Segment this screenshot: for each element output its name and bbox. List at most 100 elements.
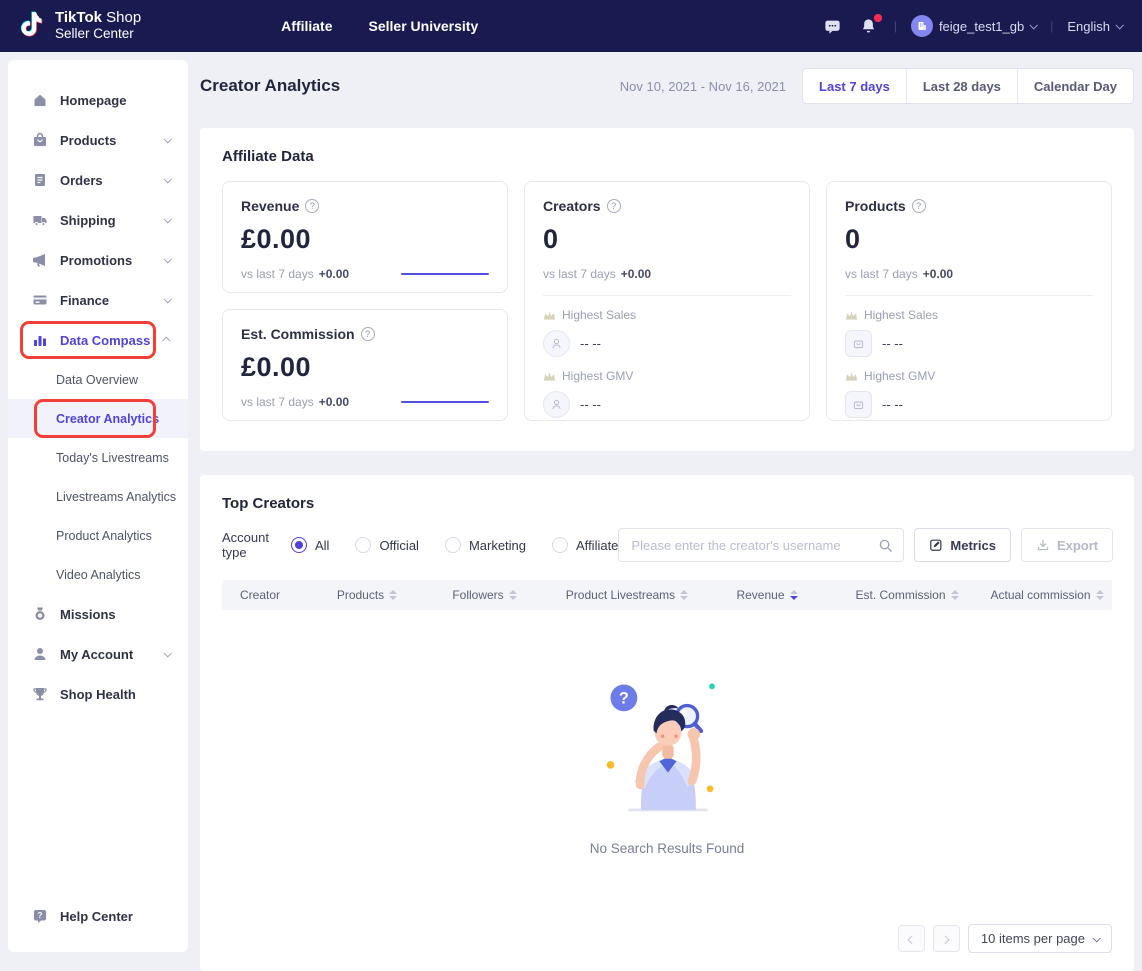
user-avatar — [910, 15, 933, 37]
products-icon — [34, 132, 46, 146]
svg-text:?: ? — [619, 689, 629, 707]
sort-icon-active-desc[interactable] — [789, 590, 798, 600]
nav-link-seller-university[interactable]: Seller University — [368, 18, 479, 34]
data-compass-icon — [34, 336, 46, 346]
language-label: English — [1067, 18, 1110, 34]
tab-calendar-day[interactable]: Calendar Day — [1016, 69, 1133, 103]
sidebar-item-finance[interactable]: Finance — [8, 280, 188, 320]
top-creators-panel: Top Creators Account type All Official M… — [200, 475, 1134, 971]
radio-circle — [355, 537, 372, 553]
highest-gmv-label: Highest GMV — [864, 369, 936, 383]
sidebar-item-help-center[interactable]: ? Help Center — [8, 896, 188, 936]
sort-icon[interactable] — [389, 590, 398, 600]
creator-avatar-placeholder — [543, 391, 570, 418]
chevron-down-icon — [163, 649, 172, 658]
search-icon[interactable] — [878, 538, 893, 553]
sidebar-subitem-data-overview[interactable]: Data Overview — [56, 372, 138, 387]
divider — [543, 295, 791, 296]
column-actual-commission[interactable]: Actual commission — [982, 588, 1112, 602]
empty-state: ? No Search Results Found — [222, 610, 1112, 918]
sidebar-item-orders[interactable]: Orders — [8, 160, 188, 200]
account-type-radio-group: All Official Marketing Affiliate — [290, 537, 618, 553]
bell-icon[interactable] — [858, 14, 882, 37]
highest-sales-label: Highest Sales — [864, 308, 939, 322]
chevron-down-icon — [163, 215, 172, 224]
sort-icon[interactable] — [508, 590, 517, 600]
sort-icon[interactable] — [950, 590, 959, 600]
sidebar-subitem-video-analytics[interactable]: Video Analytics — [56, 567, 141, 582]
sidebar-subitem-livestreams-analytics[interactable]: Livestreams Analytics — [56, 489, 177, 504]
edit-metrics-icon — [930, 539, 942, 551]
empty-message: No Search Results Found — [589, 840, 745, 856]
crown-icon — [845, 311, 858, 320]
sidebar-subitem-product-analytics[interactable]: Product Analytics — [56, 528, 152, 543]
sidebar-item-data-compass[interactable]: Data Compass — [8, 320, 188, 360]
page-title: Creator Analytics — [200, 76, 341, 95]
column-followers[interactable]: Followers — [417, 588, 552, 602]
nav-link-affiliate[interactable]: Affiliate — [281, 18, 333, 34]
language-menu[interactable]: English — [1067, 18, 1124, 34]
svg-text:?: ? — [38, 911, 43, 920]
creators-label: Creators — [543, 198, 601, 214]
sidebar-item-shipping[interactable]: Shipping — [8, 200, 188, 240]
top-creators-title: Top Creators — [222, 495, 315, 512]
export-button[interactable]: Export — [1020, 528, 1114, 562]
creator-avatar-placeholder — [543, 330, 570, 357]
account-type-label: Account type — [222, 530, 269, 560]
affiliate-data-title: Affiliate Data — [222, 148, 314, 165]
orders-icon — [35, 174, 45, 186]
tab-last-7-days[interactable]: Last 7 days — [819, 78, 890, 94]
sort-icon[interactable] — [680, 590, 689, 600]
bag-icon — [853, 401, 864, 410]
chevron-up-icon — [162, 336, 171, 345]
sidebar-subitem-creator-analytics[interactable]: Creator Analytics — [8, 399, 188, 438]
username: feige_test1_gb — [938, 18, 1025, 34]
tiktok-shop-logo[interactable]: TikTok Shop Seller Center — [20, 10, 141, 42]
radio-marketing[interactable]: Marketing — [444, 537, 526, 553]
revenue-delta: +0.00 — [318, 267, 350, 281]
products-delta: +0.00 — [922, 267, 954, 281]
metrics-button[interactable]: Metrics — [914, 528, 1011, 562]
column-product-livestreams[interactable]: Product Livestreams — [552, 588, 702, 602]
sidebar-item-homepage[interactable]: Homepage — [8, 80, 188, 120]
highest-sales-label: Highest Sales — [562, 308, 637, 322]
bag-icon — [853, 340, 864, 349]
revenue-label: Revenue — [241, 198, 300, 214]
sidebar-item-missions[interactable]: Missions — [8, 594, 188, 634]
tab-last-28-days[interactable]: Last 28 days — [905, 69, 1017, 103]
help-circle-icon[interactable]: ? — [606, 199, 621, 213]
next-page-button[interactable] — [932, 925, 960, 952]
sort-icon[interactable] — [1095, 590, 1104, 600]
no-results-illustration: ? — [606, 683, 715, 811]
column-products[interactable]: Products — [317, 588, 417, 602]
sidebar-item-shop-health[interactable]: Shop Health — [8, 674, 188, 714]
sidebar-item-products[interactable]: Products — [8, 120, 188, 160]
chevron-down-icon — [163, 135, 172, 144]
creator-search-input[interactable] — [631, 537, 879, 553]
radio-affiliate[interactable]: Affiliate — [552, 537, 618, 553]
prev-page-button[interactable] — [897, 925, 925, 952]
column-revenue[interactable]: Revenue — [702, 588, 832, 602]
sidebar-item-promotions[interactable]: Promotions — [8, 240, 188, 280]
est-commission-compare-label: vs last 7 days — [241, 395, 314, 409]
items-per-page-select[interactable]: 10 items per page — [967, 924, 1112, 953]
help-circle-icon[interactable]: ? — [305, 199, 320, 213]
radio-official[interactable]: Official — [355, 537, 419, 553]
column-est-commission[interactable]: Est. Commission — [832, 588, 982, 602]
chat-icon[interactable] — [822, 15, 844, 37]
chevron-down-icon — [1115, 21, 1124, 30]
creators-delta: +0.00 — [620, 267, 652, 281]
user-menu[interactable]: feige_test1_gb — [910, 15, 1039, 37]
chevron-down-icon — [163, 255, 172, 264]
finance-icon — [33, 295, 47, 305]
chevron-down-icon — [163, 175, 172, 184]
highest-gmv-value: -- -- — [580, 397, 601, 412]
sidebar-subitem-todays-livestreams[interactable]: Today's Livestreams — [56, 450, 169, 465]
help-circle-icon[interactable]: ? — [911, 199, 926, 213]
sidebar: Homepage Products Orders Shipping Promot… — [8, 60, 188, 952]
est-commission-sparkline — [401, 401, 489, 403]
radio-all[interactable]: All — [290, 537, 329, 553]
sidebar-item-my-account[interactable]: My Account — [8, 634, 188, 674]
help-circle-icon[interactable]: ? — [360, 327, 375, 341]
promotions-icon — [33, 254, 45, 267]
